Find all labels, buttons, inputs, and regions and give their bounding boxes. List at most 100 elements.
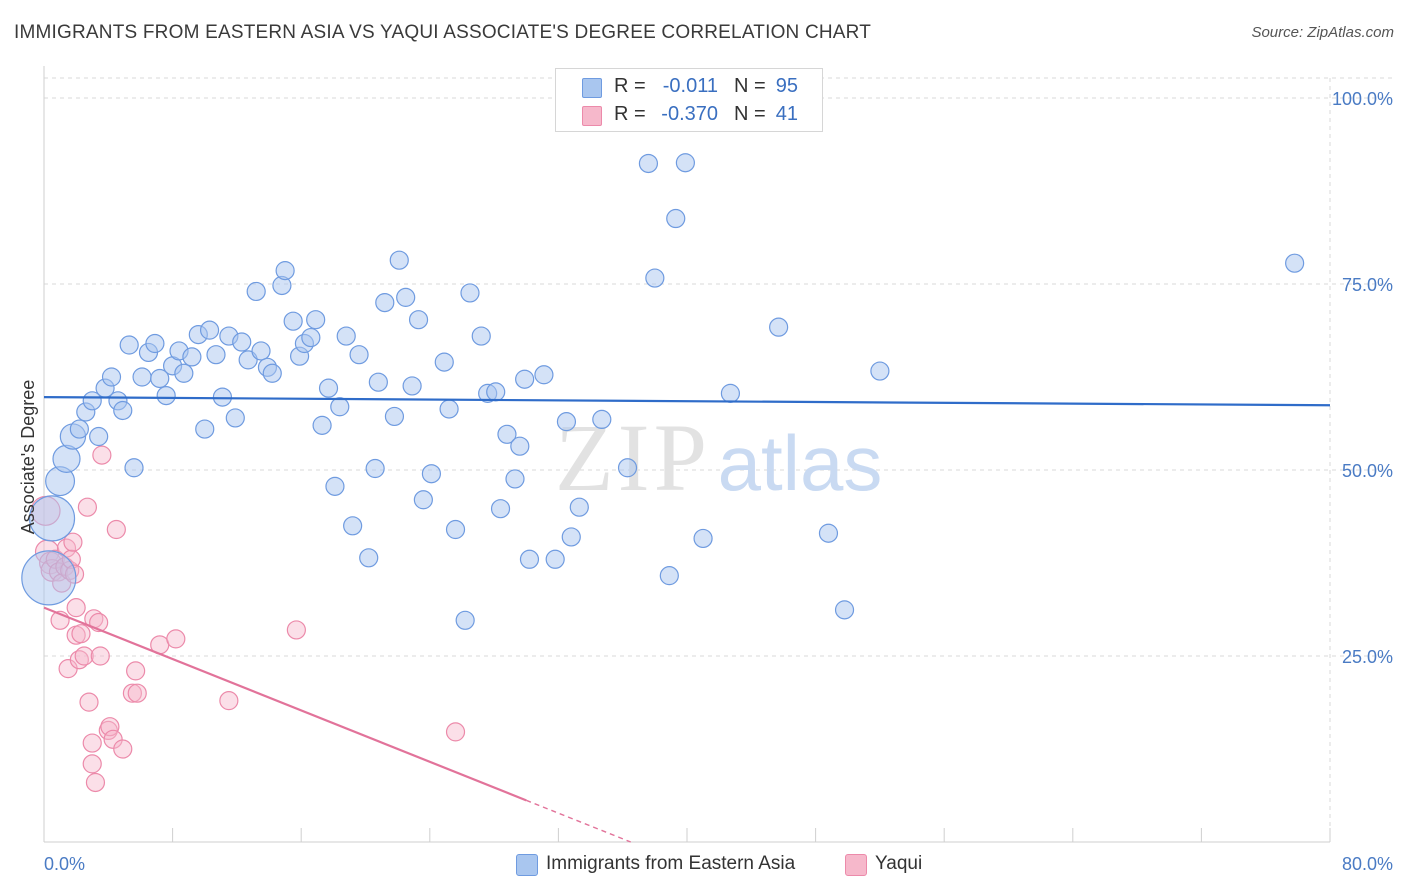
eastern-asia-point <box>343 516 363 536</box>
yaqui-point <box>85 772 106 793</box>
watermark-atlas: atlas <box>718 419 883 507</box>
yaqui-point <box>74 646 94 666</box>
chart-title: IMMIGRANTS FROM EASTERN ASIA VS YAQUI AS… <box>14 22 872 43</box>
y-tick-label: 100.0% <box>1332 89 1393 109</box>
eastern-asia-point <box>301 327 321 348</box>
eastern-asia-point <box>69 419 89 439</box>
yaqui-point <box>82 754 102 774</box>
legend-r-value: -0.370 <box>661 103 718 125</box>
eastern-asia-point <box>490 499 511 519</box>
eastern-asia-trend-line <box>43 395 1331 407</box>
eastern-asia-point <box>1285 253 1305 273</box>
eastern-asia-point <box>834 600 855 620</box>
eastern-asia-point <box>421 464 442 484</box>
eastern-asia-point <box>145 333 165 354</box>
eastern-asia-point <box>519 549 540 569</box>
eastern-asia-point <box>119 335 139 355</box>
yaqui-point <box>126 661 146 681</box>
eastern-asia-point <box>251 341 271 361</box>
eastern-asia-point <box>28 495 76 542</box>
y-tick-label: 50.0% <box>1342 461 1393 481</box>
yaqui-point <box>92 445 112 465</box>
eastern-asia-point <box>545 549 565 569</box>
legend-row-yaqui: R = -0.370 N = 41 <box>556 101 822 129</box>
legend-n-value: 95 <box>775 75 798 97</box>
eastern-asia-point <box>720 383 741 403</box>
eastern-asia-point <box>638 153 659 174</box>
yaqui-point <box>82 733 102 753</box>
legend-n-value: 41 <box>775 103 798 125</box>
eastern-asia-point <box>206 345 226 365</box>
legend-r-label: R = <box>614 75 646 97</box>
legend-n-label: N = <box>734 75 766 97</box>
eastern-asia-point <box>312 415 332 435</box>
yaqui-trend-line <box>43 606 527 802</box>
y-tick-label: 25.0% <box>1342 647 1393 667</box>
eastern-asia-point <box>195 419 215 439</box>
eastern-asia-point <box>460 283 480 303</box>
eastern-asia-point <box>262 363 282 383</box>
eastern-asia-point <box>434 352 454 372</box>
eastern-asia-point <box>659 566 679 586</box>
x-tick-label: 80.0% <box>1342 854 1393 874</box>
eastern-asia-points <box>21 153 1305 630</box>
yaqui-point <box>166 629 186 649</box>
eastern-asia-point <box>561 527 581 547</box>
yaqui-point <box>63 532 83 552</box>
eastern-asia-point <box>101 367 122 387</box>
tick-labels: 25.0% 50.0% 75.0% 100.0% 0.0% 80.0% <box>44 89 1393 874</box>
eastern-asia-point <box>174 363 194 383</box>
eastern-asia-point <box>408 310 429 330</box>
eastern-asia-point <box>246 281 266 302</box>
eastern-asia-point <box>325 476 345 496</box>
legend-r-label: R = <box>614 103 646 125</box>
y-tick-label: 75.0% <box>1342 275 1393 295</box>
yaqui-point <box>77 497 98 517</box>
axes <box>43 66 1331 843</box>
yaqui-point <box>127 683 147 703</box>
eastern-asia-point <box>150 368 170 389</box>
eastern-asia-point <box>693 528 713 549</box>
eastern-asia-point <box>283 311 303 331</box>
legend-swatch-pink <box>582 106 602 126</box>
eastern-asia-point <box>330 397 350 417</box>
eastern-asia-point <box>375 293 395 313</box>
eastern-asia-point <box>818 523 839 543</box>
eastern-asia-point <box>132 367 152 387</box>
eastern-asia-point <box>275 261 295 281</box>
yaqui-point <box>66 598 86 618</box>
eastern-asia-point <box>113 400 133 421</box>
eastern-asia-point <box>232 332 252 352</box>
yaqui-point <box>71 624 91 644</box>
chart-source: Source: ZipAtlas.com <box>1251 24 1394 41</box>
watermark-zip: ZIP <box>555 404 711 511</box>
eastern-asia-point <box>870 361 890 381</box>
yaqui-trend-extension <box>525 799 631 843</box>
yaqui-points <box>30 445 466 793</box>
eastern-asia-point <box>156 386 176 406</box>
eastern-asia-point <box>52 444 81 473</box>
eastern-asia-point <box>445 519 466 540</box>
eastern-asia-point <box>413 490 433 510</box>
eastern-asia-point <box>510 436 530 456</box>
eastern-asia-point <box>556 412 577 432</box>
trend-lines <box>43 395 1331 843</box>
yaqui-point <box>90 646 110 666</box>
eastern-asia-point <box>675 153 695 173</box>
x-tick-label: 0.0% <box>44 854 85 874</box>
eastern-asia-point <box>455 610 475 630</box>
eastern-asia-point <box>769 317 789 337</box>
yaqui-point <box>286 620 306 640</box>
eastern-asia-point <box>666 208 686 229</box>
legend-row-eastern-asia: R = -0.011 N = 95 <box>556 73 822 101</box>
eastern-asia-point <box>359 548 379 568</box>
correlation-legend: R = -0.011 N = 95 R = -0.370 N = 41 <box>555 68 823 132</box>
legend-n-label: N = <box>734 103 766 125</box>
eastern-asia-point <box>439 399 459 419</box>
yaqui-point <box>79 692 99 712</box>
eastern-asia-point <box>89 426 109 447</box>
eastern-asia-point <box>396 287 416 307</box>
eastern-asia-point <box>471 326 491 346</box>
legend-swatch-blue <box>582 78 602 98</box>
